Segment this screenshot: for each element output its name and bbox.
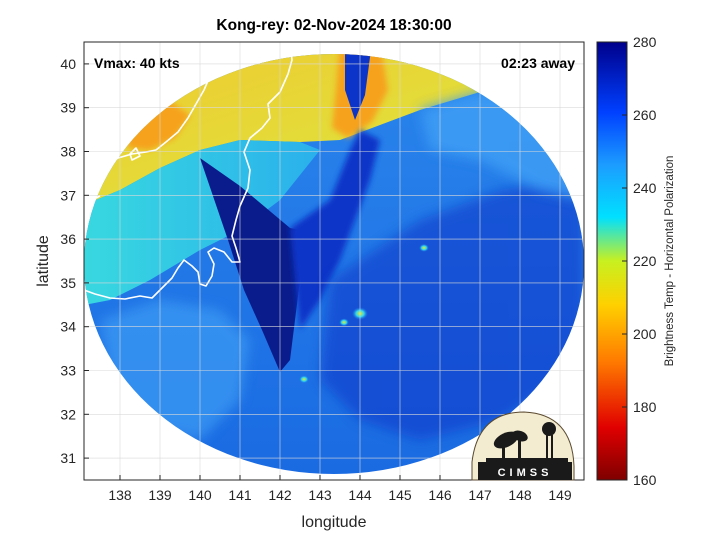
y-tick-label: 35 (60, 275, 76, 291)
swath-dark-blue-core (200, 158, 320, 372)
colorbar-ticks: 160 180 200 220 240 260 280 (622, 34, 657, 488)
colorbar-tick-label: 280 (633, 34, 657, 50)
y-ticks: 31 32 33 34 35 36 37 38 39 40 (60, 56, 89, 466)
coastline-west (84, 195, 101, 207)
warm-spot (299, 375, 309, 384)
y-tick-label: 37 (60, 187, 76, 203)
colorbar-tick-label: 240 (633, 180, 657, 196)
x-tick-label: 146 (428, 487, 452, 503)
x-tick-label: 143 (308, 487, 332, 503)
colorbar-tick-label: 260 (633, 107, 657, 123)
y-tick-label: 39 (60, 100, 76, 116)
coastline-inner (84, 42, 211, 179)
x-tick-label: 144 (348, 487, 372, 503)
y-tick-label: 34 (60, 319, 76, 335)
x-tick-label: 138 (108, 487, 132, 503)
x-tick-label: 139 (148, 487, 172, 503)
y-tick-label: 40 (60, 56, 76, 72)
swath-blue-wedge-north (345, 54, 372, 120)
coastline-island (129, 147, 141, 161)
axes-box (83, 41, 585, 481)
colorbar-tick-label: 180 (633, 399, 657, 415)
chart-title: Kong-rey: 02-Nov-2024 18:30:00 (216, 17, 451, 34)
cimss-logo: CIMSS (471, 411, 575, 481)
x-tick-label: 148 (508, 487, 532, 503)
colorbar-label: Brightness Temp - Horizontal Polarizatio… (664, 156, 676, 367)
warm-spot (339, 318, 349, 327)
vmax-annotation: Vmax: 40 kts (94, 55, 180, 71)
coastline (84, 42, 293, 300)
x-tick-label: 140 (188, 487, 212, 503)
x-ticks: 138 139 140 141 142 143 144 145 146 147 148 149 (108, 475, 572, 503)
y-axis-label: latitude (35, 235, 52, 287)
gridlines (84, 42, 584, 480)
y-tick-label: 38 (60, 144, 76, 160)
swath-southeast-blue (320, 180, 584, 440)
x-axis-label: longitude (302, 514, 367, 531)
x-tick-label: 141 (228, 487, 252, 503)
y-tick-label: 32 (60, 406, 76, 422)
colorbar-tick-label: 220 (633, 253, 657, 269)
x-tick-label: 149 (548, 487, 572, 503)
y-tick-label: 36 (60, 231, 76, 247)
x-tick-label: 147 (468, 487, 492, 503)
y-tick-label: 31 (60, 450, 76, 466)
time-away-annotation: 02:23 away (501, 55, 575, 71)
swath-deep-blue-band (290, 130, 380, 330)
x-tick-label: 145 (388, 487, 412, 503)
swath-cyan-strip (84, 140, 320, 305)
colorbar-tick-label: 160 (633, 472, 657, 488)
colorbar-tick-label: 200 (633, 326, 657, 342)
coastline-honshu (84, 42, 293, 300)
swath-image (84, 42, 584, 474)
x-tick-label: 142 (268, 487, 292, 503)
cimss-logo-text: CIMSS (498, 467, 553, 479)
warm-spot (419, 243, 429, 252)
y-tick-label: 33 (60, 363, 76, 379)
